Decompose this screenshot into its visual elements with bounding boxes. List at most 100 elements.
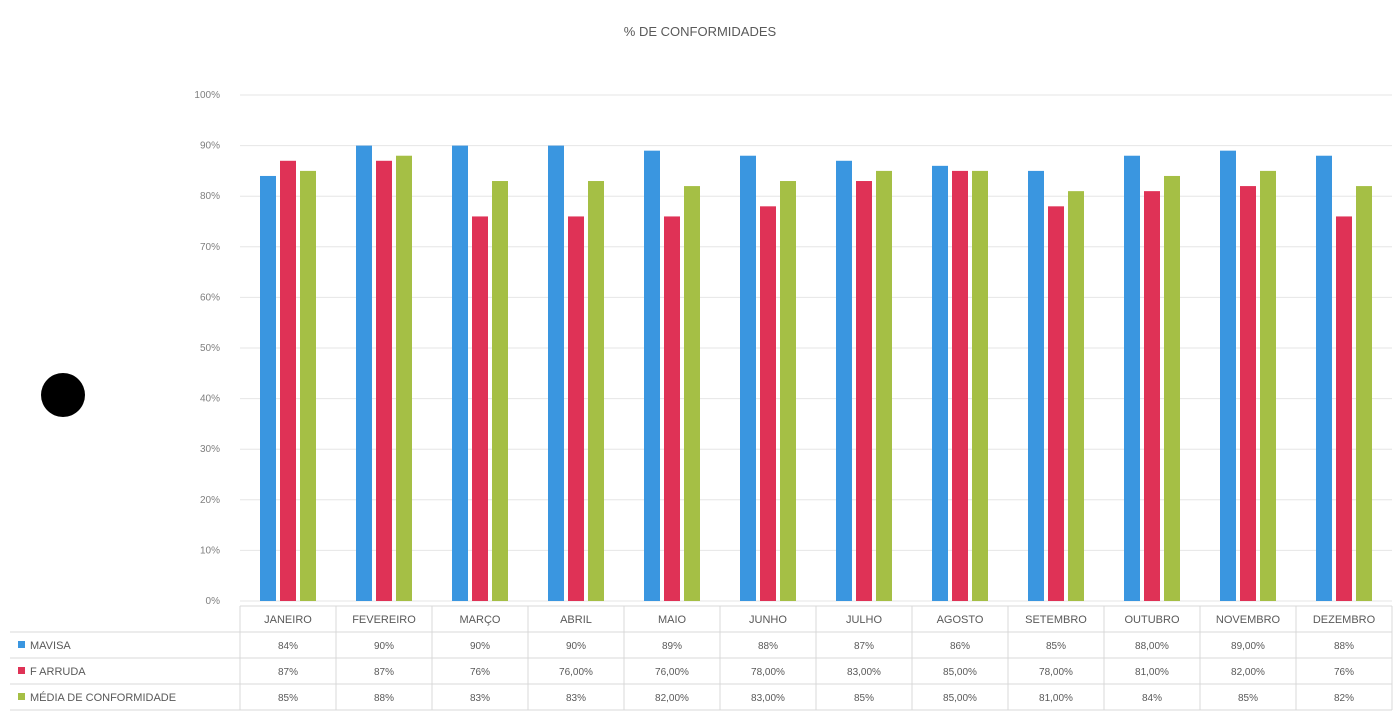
data-label: 82,00%	[655, 693, 689, 704]
bar-f-arruda-10	[1240, 186, 1256, 601]
bar-f-arruda-1	[376, 160, 392, 601]
data-label: 90%	[470, 641, 490, 652]
gridlines	[240, 94, 1392, 602]
y-axis-ticks: 0% 10% 20% 30% 40% 50% 60% 70% 80% 90% 100%	[194, 90, 220, 607]
legend-label: MÉDIA DE CONFORMIDADE	[30, 691, 176, 704]
data-table: JANEIRO FEVEREIRO MARÇO ABRIL MAIO JUNHO JULHO…	[10, 605, 1393, 711]
data-label: 76%	[470, 667, 490, 678]
data-label: 81,00%	[1135, 667, 1169, 678]
data-label: 88%	[1334, 641, 1354, 652]
data-label: 83,00%	[751, 693, 785, 704]
data-label: 83%	[566, 693, 586, 704]
y-tick-label: 30%	[200, 444, 220, 455]
y-tick-label: 70%	[200, 242, 220, 253]
legend-key	[18, 641, 25, 648]
data-label: 88%	[374, 693, 394, 704]
bar-f-arruda-2	[472, 216, 488, 601]
y-tick-label: 0%	[206, 596, 221, 607]
bar-f-arruda-7	[952, 170, 968, 601]
bar-m-dia-de-conformidade-1	[396, 155, 412, 601]
bar-m-dia-de-conformidade-10	[1260, 170, 1276, 601]
category-label: JUNHO	[749, 614, 787, 626]
bar-mavisa-10	[1220, 150, 1236, 601]
data-label: 85%	[1238, 693, 1258, 704]
bar-mavisa-8	[1028, 170, 1044, 601]
legend-label: MAVISA	[30, 640, 71, 652]
bar-mavisa-3	[548, 145, 564, 601]
bar-mavisa-6	[836, 160, 852, 601]
y-tick-label: 10%	[200, 545, 220, 556]
category-label: MAIO	[658, 614, 687, 626]
bar-f-arruda-3	[568, 216, 584, 601]
bar-mavisa-11	[1316, 155, 1332, 601]
data-label: 85,00%	[943, 693, 977, 704]
y-tick-label: 60%	[200, 292, 220, 303]
bar-m-dia-de-conformidade-4	[684, 186, 700, 601]
bar-f-arruda-6	[856, 181, 872, 601]
bar-f-arruda-5	[760, 206, 776, 601]
category-label: FEVEREIRO	[352, 614, 416, 626]
category-label: JANEIRO	[264, 614, 312, 626]
y-tick-label: 80%	[200, 191, 220, 202]
y-tick-label: 20%	[200, 495, 220, 506]
bar-mavisa-5	[740, 155, 756, 601]
black-dot	[41, 373, 85, 417]
bar-mavisa-2	[452, 145, 468, 601]
y-tick-label: 90%	[200, 141, 220, 152]
bar-m-dia-de-conformidade-11	[1356, 186, 1372, 601]
data-label: 90%	[374, 641, 394, 652]
data-label: 88,00%	[1135, 641, 1169, 652]
category-label: ABRIL	[560, 614, 592, 626]
category-label: SETEMBRO	[1025, 614, 1087, 626]
data-label: 89%	[662, 641, 682, 652]
bar-m-dia-de-conformidade-8	[1068, 191, 1084, 601]
data-label: 87%	[854, 641, 874, 652]
data-label: 76,00%	[655, 667, 689, 678]
bar-mavisa-4	[644, 150, 660, 601]
data-label: 82%	[1334, 693, 1354, 704]
bar-mavisa-7	[932, 165, 948, 601]
data-label: 84%	[278, 641, 298, 652]
data-label: 87%	[374, 667, 394, 678]
bar-mavisa-0	[260, 175, 276, 601]
data-label: 85%	[854, 693, 874, 704]
bar-f-arruda-9	[1144, 191, 1160, 601]
data-label: 90%	[566, 641, 586, 652]
data-label: 81,00%	[1039, 693, 1073, 704]
data-label: 83%	[470, 693, 490, 704]
bars	[260, 145, 1372, 601]
legend-key	[18, 667, 25, 674]
category-label: NOVEMBRO	[1216, 614, 1281, 626]
data-label: 76,00%	[559, 667, 593, 678]
data-label: 82,00%	[1231, 667, 1265, 678]
bar-m-dia-de-conformidade-7	[972, 170, 988, 601]
data-label: 88%	[758, 641, 778, 652]
data-label: 78,00%	[1039, 667, 1073, 678]
category-label: OUTUBRO	[1125, 614, 1180, 626]
y-tick-label: 50%	[200, 343, 220, 354]
bar-f-arruda-4	[664, 216, 680, 601]
legend-key	[18, 693, 25, 700]
data-label: 87%	[278, 667, 298, 678]
chart-title: % DE CONFORMIDADES	[624, 24, 777, 39]
data-label: 76%	[1334, 667, 1354, 678]
bar-m-dia-de-conformidade-2	[492, 181, 508, 601]
category-label: DEZEMBRO	[1313, 614, 1376, 626]
bar-m-dia-de-conformidade-3	[588, 181, 604, 601]
data-label: 85,00%	[943, 667, 977, 678]
bar-m-dia-de-conformidade-6	[876, 170, 892, 601]
bar-m-dia-de-conformidade-5	[780, 181, 796, 601]
bar-f-arruda-0	[280, 160, 296, 601]
data-label: 85%	[1046, 641, 1066, 652]
data-label: 89,00%	[1231, 641, 1265, 652]
data-label: 78,00%	[751, 667, 785, 678]
data-label: 84%	[1142, 693, 1162, 704]
bar-m-dia-de-conformidade-0	[300, 170, 316, 601]
data-label: 85%	[278, 693, 298, 704]
bar-mavisa-1	[356, 145, 372, 601]
category-label: MARÇO	[460, 614, 501, 626]
bar-f-arruda-11	[1336, 216, 1352, 601]
bar-mavisa-9	[1124, 155, 1140, 601]
bar-f-arruda-8	[1048, 206, 1064, 601]
